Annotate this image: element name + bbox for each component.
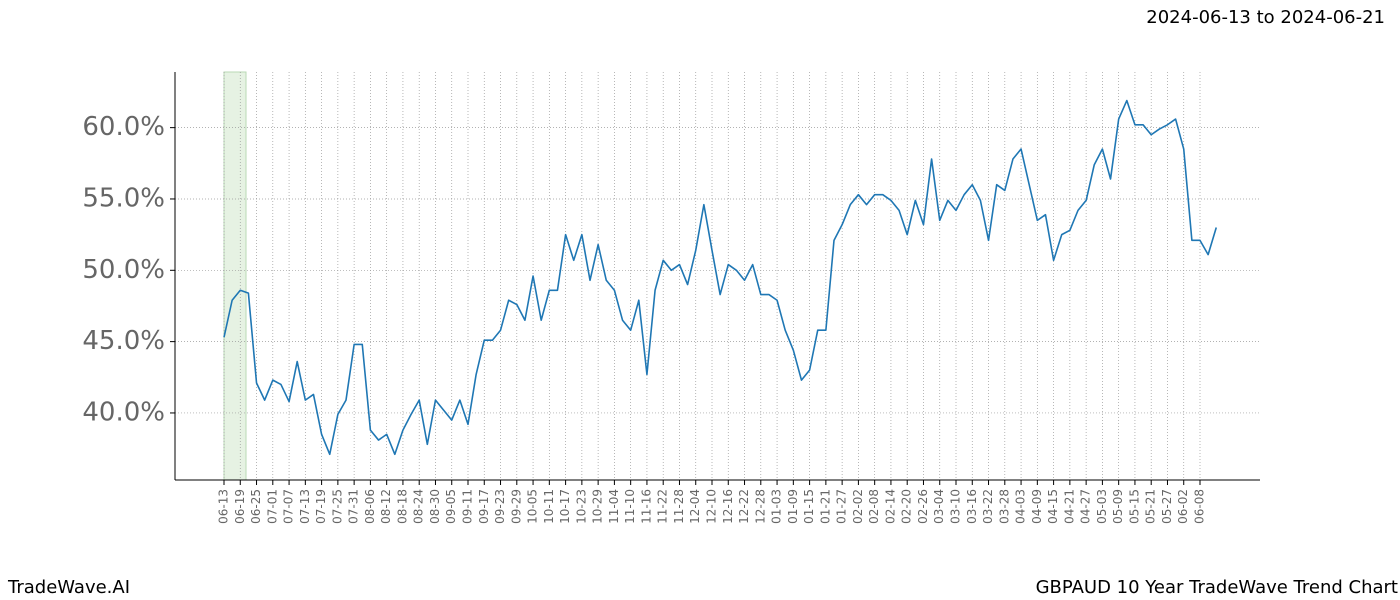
x-tick-label: 09-17 <box>477 489 491 524</box>
trend-line <box>223 99 1218 456</box>
x-tick-label: 03-04 <box>932 489 946 524</box>
x-tick-label: 03-22 <box>981 489 995 524</box>
x-tick-label: 06-25 <box>249 489 263 524</box>
x-tick-label: 12-04 <box>688 489 702 524</box>
y-tick-label: 40.0% <box>82 397 165 427</box>
x-tick-label: 07-31 <box>347 489 361 524</box>
x-tick-label: 07-25 <box>330 489 344 524</box>
x-tick-label: 08-18 <box>395 489 409 524</box>
x-tick-label: 09-11 <box>461 489 475 524</box>
x-tick-label: 06-08 <box>1193 489 1207 524</box>
x-tick-label: 02-02 <box>851 489 865 524</box>
x-tick-label: 10-23 <box>574 489 588 524</box>
x-tick-label: 12-22 <box>737 489 751 524</box>
highlight-band <box>223 71 247 481</box>
date-range: 2024-06-13 to 2024-06-21 <box>1146 7 1385 28</box>
x-tick-label: 11-04 <box>607 489 621 524</box>
x-tick-label: 04-15 <box>1046 489 1060 524</box>
x-tick-label: 12-16 <box>721 489 735 524</box>
x-tick-label: 07-07 <box>282 489 296 524</box>
x-tick-label: 07-01 <box>265 489 279 524</box>
x-tick-label: 10-11 <box>542 489 556 524</box>
x-tick-label: 01-27 <box>835 489 849 524</box>
x-tick-label: 09-29 <box>509 489 523 524</box>
x-tick-label: 03-16 <box>965 489 979 524</box>
x-tick-label: 01-03 <box>770 489 784 524</box>
x-tick-label: 11-28 <box>672 489 686 524</box>
y-tick-label: 55.0% <box>82 183 165 213</box>
x-tick-label: 06-19 <box>233 489 247 524</box>
x-tick-label: 03-28 <box>997 489 1011 524</box>
x-tick-label: 03-10 <box>949 489 963 524</box>
x-tick-label: 07-19 <box>314 489 328 524</box>
x-tick-label: 05-09 <box>1111 489 1125 524</box>
x-tick-label: 05-21 <box>1144 489 1158 524</box>
x-tick-label: 05-15 <box>1127 489 1141 524</box>
x-tick-label: 08-30 <box>428 489 442 524</box>
x-tick-label: 09-05 <box>444 489 458 524</box>
x-tick-label: 07-13 <box>298 489 312 524</box>
x-tick-label: 04-27 <box>1079 489 1093 524</box>
x-tick-label: 11-10 <box>623 489 637 524</box>
x-tick-label: 10-29 <box>591 489 605 524</box>
x-tick-label: 02-08 <box>867 489 881 524</box>
x-tick-label: 01-15 <box>802 489 816 524</box>
x-tick-label: 01-09 <box>786 489 800 524</box>
x-tick-label: 08-12 <box>379 489 393 524</box>
y-tick-label: 50.0% <box>82 255 165 285</box>
x-tick-label: 04-21 <box>1062 489 1076 524</box>
x-tick-label: 02-26 <box>916 489 930 524</box>
x-tick-label: 10-17 <box>558 489 572 524</box>
x-tick-label: 08-06 <box>363 489 377 524</box>
x-tick-label: 04-03 <box>1014 489 1028 524</box>
x-tick-label: 02-20 <box>900 489 914 524</box>
y-tick-label: 45.0% <box>82 326 165 356</box>
x-tick-label: 05-03 <box>1095 489 1109 524</box>
x-tick-label: 12-10 <box>705 489 719 524</box>
x-tick-label: 11-16 <box>639 489 653 524</box>
x-tick-label: 06-13 <box>217 489 231 524</box>
x-tick-label: 05-27 <box>1160 489 1174 524</box>
brand: TradeWave.AI <box>7 577 130 598</box>
x-tick-label: 08-24 <box>412 489 426 524</box>
x-tick-label: 12-28 <box>753 489 767 524</box>
x-tick-label: 10-05 <box>526 489 540 524</box>
chart-name: GBPAUD 10 Year TradeWave Trend Chart <box>1036 577 1398 598</box>
y-tick-label: 60.0% <box>82 112 165 142</box>
x-tick-label: 06-02 <box>1176 489 1190 524</box>
x-tick-label: 01-21 <box>818 489 832 524</box>
x-tick-label: 04-09 <box>1030 489 1044 524</box>
x-tick-label: 11-22 <box>656 489 670 524</box>
x-tick-label: 09-23 <box>493 489 507 524</box>
x-tick-label: 02-14 <box>883 489 897 524</box>
